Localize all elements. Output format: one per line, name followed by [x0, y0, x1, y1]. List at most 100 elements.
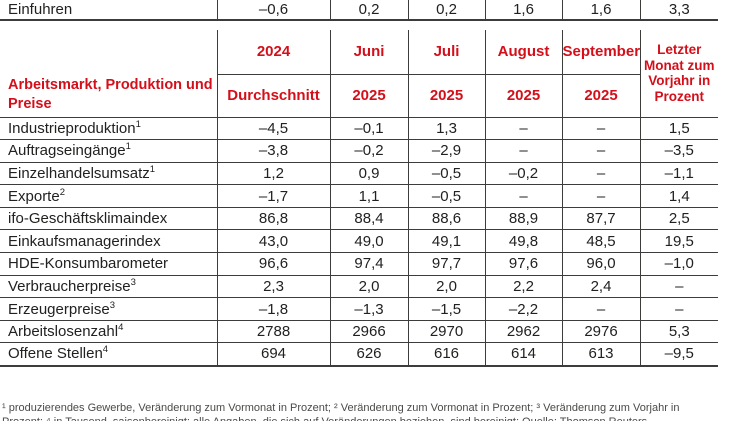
footnote-marker: 3 [109, 299, 116, 311]
value-cell: 96,0 [561, 252, 640, 276]
value-cell: 3,3 [639, 0, 718, 21]
row-label: Einkaufsmanagerindex [0, 229, 217, 254]
table-row: Verbraucherpreise3 2,3 2,0 2,0 2,2 2,4 – [0, 275, 718, 299]
row-label: Auftragseingänge1 [0, 139, 217, 163]
value-cell: – [484, 139, 562, 163]
value-cell: –0,6 [216, 0, 330, 21]
value-cell: 2,0 [329, 275, 408, 299]
value-cell: – [484, 117, 562, 141]
footnote-marker: 1 [149, 163, 156, 175]
value-cell: 97,4 [329, 252, 408, 276]
value-cell: –0,5 [407, 184, 485, 208]
value-cell: 88,4 [329, 207, 408, 231]
value-cell: 2962 [484, 320, 562, 344]
value-cell: 87,7 [561, 207, 640, 231]
value-cell: 48,5 [561, 229, 640, 254]
footnote-marker: 1 [125, 141, 131, 153]
value-cell: 97,6 [484, 252, 562, 276]
value-cell: 1,5 [639, 117, 718, 141]
header-month-juni: Juni [329, 30, 408, 75]
footnote-marker: 4 [118, 322, 124, 334]
row-label: Einfuhren [0, 0, 217, 21]
value-cell: 49,8 [484, 229, 562, 254]
header-2024: 2024 [216, 30, 330, 75]
value-cell: – [639, 275, 718, 299]
value-cell: –0,1 [329, 117, 408, 141]
footnote-marker: 2 [59, 186, 65, 198]
row-label: Industrieproduktion1 [0, 117, 217, 141]
value-cell: 0,2 [407, 0, 485, 21]
value-cell: 88,9 [484, 207, 562, 231]
value-cell: 1,3 [407, 117, 485, 141]
header-month-august: August [484, 30, 562, 75]
value-cell: 613 [561, 342, 640, 367]
header-last-month-vs-prior-year: Letzter Monat zum Vorjahr in Prozent [639, 30, 718, 118]
value-cell: 49,1 [407, 229, 485, 254]
value-cell: –1,0 [639, 252, 718, 276]
header-year: 2025 [484, 74, 562, 118]
table-row: Erzeugerpreise3 –1,8 –1,3 –1,5 –2,2 – – [0, 297, 718, 321]
header-month-juli: Juli [407, 30, 485, 75]
header-empty-cell [0, 30, 217, 74]
value-cell: 614 [484, 342, 562, 367]
value-cell: 1,6 [484, 0, 562, 21]
row-label: Einzelhandelsumsatz1 [0, 162, 217, 186]
value-cell: –0,2 [329, 139, 408, 163]
row-label: Verbraucherpreise3 [0, 275, 217, 299]
row-label: Arbeitslosenzahl4 [0, 320, 217, 344]
value-cell: 2,0 [407, 275, 485, 299]
value-cell: –2,9 [407, 139, 485, 163]
value-cell: 5,3 [639, 320, 718, 344]
value-cell: 1,2 [216, 162, 330, 186]
row-label: Offene Stellen4 [0, 342, 217, 367]
value-cell: – [561, 117, 640, 141]
value-cell: –0,5 [407, 162, 485, 186]
header-year: 2025 [407, 74, 485, 118]
value-cell: 43,0 [216, 229, 330, 254]
header-row-year: Arbeitsmarkt, Produktion und Preise Durc… [0, 74, 718, 118]
section-title: Arbeitsmarkt, Produktion und Preise [0, 74, 217, 118]
value-cell: 2788 [216, 320, 330, 344]
imports-row-table: Einfuhren –0,6 0,2 0,2 1,6 1,6 3,3 [0, 0, 718, 21]
header-durchschnitt: Durchschnitt [216, 74, 330, 118]
table-row: Auftragseingänge1 –3,8 –0,2 –2,9 – – –3,… [0, 139, 718, 163]
value-cell: –3,5 [639, 139, 718, 163]
value-cell: 694 [216, 342, 330, 367]
footnote: ¹ produzierendes Gewerbe, Veränderung zu… [2, 402, 718, 421]
value-cell: 2,4 [561, 275, 640, 299]
value-cell: 86,8 [216, 207, 330, 231]
table-row: ifo-Geschäftsklimaindex 86,8 88,4 88,6 8… [0, 207, 718, 231]
value-cell: 1,1 [329, 184, 408, 208]
header-row-period: 2024 Juni Juli August September Letzter … [0, 30, 718, 118]
footnote-marker: 3 [130, 276, 136, 288]
value-cell: – [561, 162, 640, 186]
value-cell: 2,3 [216, 275, 330, 299]
header-month-september: September [561, 30, 640, 75]
value-cell: –2,2 [484, 297, 562, 321]
table-row: Einzelhandelsumsatz1 1,2 0,9 –0,5 –0,2 –… [0, 162, 718, 186]
value-cell: – [561, 184, 640, 208]
value-cell: – [639, 297, 718, 321]
header-year: 2025 [329, 74, 408, 118]
value-cell: 49,0 [329, 229, 408, 254]
value-cell: – [484, 184, 562, 208]
row-label: HDE-Konsumbarometer [0, 252, 217, 276]
row-label: Exporte2 [0, 184, 217, 208]
value-cell: 0,9 [329, 162, 408, 186]
value-cell: 1,4 [639, 184, 718, 208]
value-cell: 88,6 [407, 207, 485, 231]
value-cell: –1,5 [407, 297, 485, 321]
table-row: Offene Stellen4 694 626 616 614 613 –9,5 [0, 342, 718, 367]
value-cell: 19,5 [639, 229, 718, 254]
value-cell: 0,2 [329, 0, 408, 21]
labor-production-prices-table: 2024 Juni Juli August September Letzter … [0, 30, 718, 367]
table-row: Industrieproduktion1 –4,5 –0,1 1,3 – – 1… [0, 117, 718, 141]
value-cell: 97,7 [407, 252, 485, 276]
value-cell: –1,7 [216, 184, 330, 208]
value-cell: 1,6 [561, 0, 640, 21]
value-cell: –4,5 [216, 117, 330, 141]
value-cell: –1,8 [216, 297, 330, 321]
row-label: ifo-Geschäftsklimaindex [0, 207, 217, 231]
value-cell: 626 [329, 342, 408, 367]
